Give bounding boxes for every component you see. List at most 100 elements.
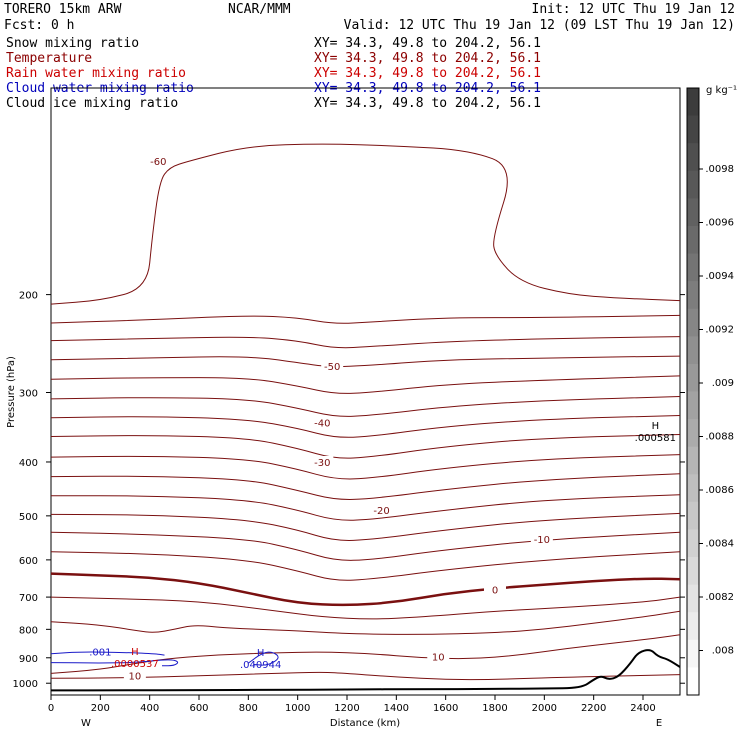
max-value: .0000537 [111, 659, 159, 670]
contour-label: -30 [314, 458, 330, 469]
contour-line--30 [51, 454, 680, 480]
contour-label-bg [427, 650, 450, 662]
max-value: .040944 [240, 660, 281, 671]
y-tick-label: 500 [19, 512, 38, 523]
y-tick-label: 600 [19, 556, 38, 567]
temperature-contours: -60 -50 -40 -30 -20 -10 0 10 10 [51, 143, 680, 682]
colorbar-unit: g kg⁻¹ [706, 85, 737, 96]
field-legend-xy: XY= 34.3, 49.8 to 204.2, 56.1 [314, 66, 541, 81]
x-tick-label: 800 [239, 703, 258, 714]
contour-line--25 [51, 473, 680, 500]
colorbar-segment [687, 474, 699, 503]
max-marker: H [257, 648, 265, 659]
y-tick-label: 400 [19, 458, 38, 469]
contour-label: -20 [373, 506, 389, 517]
y-tick-label: 800 [19, 625, 38, 636]
contour-label-bg [123, 669, 146, 681]
x-axis-title: Distance (km) [330, 718, 400, 729]
contour-label: -40 [314, 419, 330, 430]
contour-line--50 [51, 355, 680, 367]
colorbar-label: .0098 [705, 164, 734, 175]
contour-label: -10 [534, 535, 550, 546]
field-legend-xy: XY= 34.3, 49.8 to 204.2, 56.1 [314, 96, 541, 111]
colorbar-label: .0086 [705, 485, 734, 496]
x-tick-label: 400 [140, 703, 159, 714]
colorbar-frame [686, 87, 700, 696]
colorbar-label: .008 [712, 646, 734, 657]
plot-frame [50, 87, 681, 696]
colorbar-label: .009 [712, 378, 734, 389]
contour-line-5 [51, 596, 680, 620]
contour-label-bg [484, 583, 506, 595]
contour-label-bg [370, 503, 393, 515]
colorbar-segment [687, 143, 699, 172]
colorbar-segment [687, 253, 699, 282]
y-tick-label: 700 [19, 593, 38, 604]
contour-line--60 [51, 143, 680, 305]
contour-label-bg [530, 532, 553, 544]
colorbar-segment [687, 391, 699, 420]
contour-label-bg [311, 455, 334, 467]
colorbar-segment [687, 639, 699, 668]
y-tick-label: 300 [19, 389, 38, 400]
contour-line--20 [51, 494, 680, 521]
field-legend-name: Rain water mixing ratio [6, 66, 186, 81]
colorbar-segment [687, 419, 699, 448]
colorbar-segment [687, 584, 699, 613]
cloud-water-label: .001 [89, 647, 111, 658]
x-tick-label: 1600 [433, 703, 458, 714]
colorbar-segment [687, 529, 699, 558]
x-tick-label: 200 [91, 703, 110, 714]
cloud-water-line [51, 651, 165, 656]
contour-label: 10 [128, 671, 141, 682]
contour-label-bg [321, 360, 344, 372]
contour-line--44 [51, 396, 680, 417]
colorbar-segment [687, 446, 699, 475]
colorbar-segment [687, 115, 699, 144]
colorbar: .0098 .0096 .0094 .0092 .009 .0088 .0086 .0084.… [686, 87, 734, 696]
contour-line--56 [51, 314, 680, 324]
forecast-label: Fcst: 0 h [4, 18, 74, 33]
x-tick-label: 1200 [334, 703, 359, 714]
contour-label: -60 [150, 157, 166, 168]
max-marker: H [131, 647, 139, 658]
terrain-line [50, 649, 681, 692]
x-tick-label: 1800 [482, 703, 507, 714]
x-tick-label: 2000 [532, 703, 557, 714]
field-legend: Snow mixing ratio XY= 34.3, 49.8 to 204.2… [6, 36, 541, 111]
contour-line--54 [51, 336, 680, 349]
contour-line-8 [51, 610, 680, 635]
colorbar-segment [687, 308, 699, 337]
colorbar-label: .0084 [705, 539, 734, 550]
contour-label-bg [147, 154, 170, 166]
y-tick-label: 900 [19, 654, 38, 665]
colorbar-segment [687, 198, 699, 227]
field-legend-xy: XY= 34.3, 49.8 to 204.2, 56.1 [314, 36, 541, 51]
valid-label: Valid: 12 UTC Thu 19 Jan 12 (09 LST Thu … [344, 18, 735, 33]
contour-line--40 [51, 415, 680, 438]
terrain-line [50, 649, 681, 692]
max-value: .000581 [635, 433, 676, 444]
x-axis-west-label: W [81, 718, 91, 729]
cloud-water-line [51, 659, 179, 667]
colorbar-segment [687, 501, 699, 530]
x-tick-label: 1000 [285, 703, 310, 714]
init-label: Init: 12 UTC Thu 19 Jan 12 [532, 2, 736, 17]
colorbar-segment [687, 336, 699, 365]
contour-line-0 [51, 572, 680, 607]
contour-line--48 [51, 375, 680, 394]
center-label: NCAR/MMM [228, 2, 291, 17]
axes: 0 200 400 600 800 1000 1200 1400 1600 1800 2000 220… [13, 291, 685, 714]
contour-label: 0 [492, 585, 498, 596]
contour-line--35 [51, 434, 680, 459]
field-legend-name: Snow mixing ratio [6, 36, 139, 51]
x-tick-label: 600 [189, 703, 208, 714]
colorbar-label: .0088 [705, 432, 734, 443]
colorbar-segment [687, 612, 699, 641]
contour-label: 10 [432, 652, 445, 663]
x-tick-label: 0 [48, 703, 54, 714]
field-legend-name: Temperature [6, 51, 92, 66]
colorbar-segment [687, 281, 699, 310]
colorbar-segment [687, 170, 699, 199]
